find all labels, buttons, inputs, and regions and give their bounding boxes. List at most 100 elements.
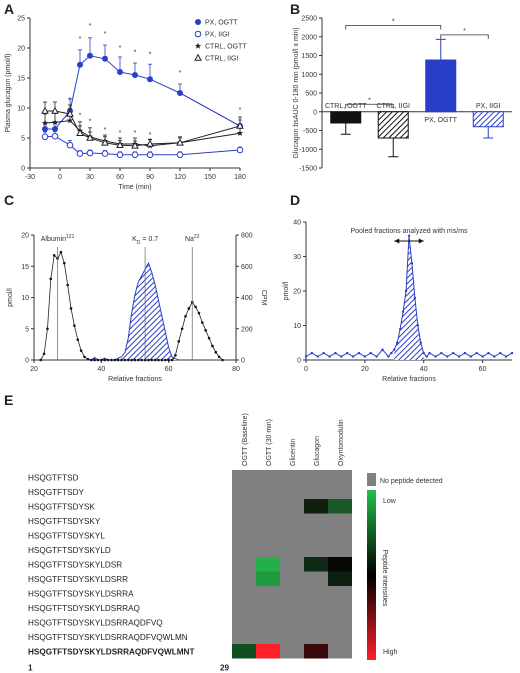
c-marker-label-sup-0: 121 [66, 234, 75, 240]
d-point [340, 355, 343, 358]
a-y-tick-label: 0 [21, 166, 25, 173]
d-x-tick-label: 60 [479, 366, 487, 373]
c-cpm-point [86, 357, 90, 361]
c-cpm-point [76, 338, 80, 341]
e-peptide-label: HSQGTFTSDYSKYLDSRRA [28, 589, 134, 598]
a-significance-star: * [134, 50, 137, 57]
c-cpm-point [160, 358, 164, 362]
a-x-tick-label: 0 [58, 174, 62, 181]
d-point [487, 351, 490, 355]
d-point [481, 355, 484, 358]
c-cpm-point [211, 344, 214, 348]
c-cpm-point [157, 358, 160, 362]
e-heatmap-cell-r12-c1 [256, 644, 280, 659]
c-cpm-point [174, 354, 177, 357]
d-point [334, 351, 337, 355]
d-point [419, 341, 422, 344]
a-legend-marker-0 [195, 19, 201, 25]
c-cpm-point [126, 358, 130, 362]
c-cpm-point [147, 358, 150, 362]
a-x-tick-label: 120 [174, 174, 186, 181]
b-significance-star: * [392, 19, 395, 26]
d-point [416, 324, 420, 327]
c-cpm-point [140, 358, 144, 362]
d-arrowhead-left [394, 238, 400, 244]
d-point [504, 355, 508, 358]
b-y-tick-label: 500 [305, 91, 317, 98]
c-cpm-point [180, 327, 184, 331]
a-series-line-2 [44, 120, 241, 147]
c-cpm-point [123, 358, 127, 362]
e-heatmap-cell-r2-c3 [304, 499, 328, 514]
d-point [387, 355, 390, 358]
e-heatmap-cell-r6-c3 [304, 557, 328, 572]
d-point [363, 355, 367, 358]
d-annotation: Pooled fractions analyzed with ms/ms [350, 228, 468, 235]
c-cpm-point [170, 358, 174, 362]
e-residue-start: 1 [28, 664, 33, 673]
b-bar-2 [425, 59, 457, 113]
a-significance-star: * [119, 130, 122, 137]
d-point [463, 351, 467, 355]
d-y-tick-label: 30 [293, 254, 301, 261]
panel-d-elution-chart: 0 10 20 30 40 0 20 40 60 Relative fractions pmol/l… [283, 220, 514, 383]
a-data-point-s3 [101, 138, 109, 146]
e-heatmap-cell-r2-c4 [328, 499, 352, 514]
b-y-tick-label: 1000 [301, 72, 317, 79]
c-cpm-point [137, 358, 140, 362]
c-cpm-point [100, 358, 103, 362]
e-legend-title: Peptide intensities [381, 550, 388, 607]
a-data-point-s3 [51, 106, 59, 114]
d-x-tick-label: 20 [361, 366, 369, 373]
b-bar-1 [377, 111, 409, 139]
c-cpm-point [133, 358, 137, 362]
d-point [393, 348, 396, 351]
panel-b-bar-chart: -1500 -1000 -500 0 500 1000 1500 2000 2500Glucag… [293, 16, 512, 173]
c-cpm-point [167, 358, 170, 362]
a-data-point-s0 [77, 61, 83, 68]
d-y-tick-label: 20 [293, 289, 301, 296]
a-significance-star: * [79, 113, 82, 120]
d-point [451, 351, 455, 355]
c-cpm-point [204, 329, 207, 332]
b-y-tick-label: 0 [313, 109, 317, 116]
e-peptide-label: HSQGTFTSDYSKYL [28, 531, 105, 540]
e-residue-end: 29 [220, 664, 230, 673]
a-y-tick-label: 10 [17, 106, 25, 113]
a-significance-star: * [104, 127, 107, 134]
a-significance-star: * [239, 107, 242, 114]
a-legend-marker-3 [194, 53, 202, 61]
c-x-axis-label: Relative fractions [108, 376, 162, 383]
d-point [446, 355, 449, 358]
c-cpm-point [201, 321, 204, 324]
a-legend-label-1: PX, IIGI [205, 32, 230, 39]
d-point [499, 351, 502, 355]
b-y-tick-label: -1000 [299, 147, 317, 154]
c-marker-label-main-0: Albumin [41, 236, 66, 243]
d-point [381, 348, 384, 351]
a-data-point-s3 [86, 133, 94, 141]
e-heatmap-cell-r7-c1 [256, 571, 280, 586]
e-heatmap-cell-r12-c0 [232, 644, 256, 659]
c-cpm-point [93, 358, 96, 362]
d-point [396, 341, 399, 344]
c-marker-label-suffix-1: = 0.7 [140, 236, 158, 243]
c-cpm-point [52, 254, 56, 257]
a-data-point-s0 [117, 69, 123, 75]
a-data-point-s1 [116, 151, 124, 159]
a-data-point-s1 [86, 149, 94, 157]
c-pmol-area [87, 263, 179, 360]
c-cpm-point [59, 250, 63, 254]
a-y-tick-label: 20 [17, 46, 25, 53]
d-x-tick-label: 0 [304, 366, 308, 373]
c-cpm-point [69, 307, 73, 310]
e-legend-no-data-swatch [367, 473, 376, 486]
c-cpm-point [96, 358, 100, 362]
a-x-tick-label: -30 [25, 174, 35, 181]
b-y-tick-label: 2000 [301, 34, 317, 41]
a-data-point-s3 [146, 139, 154, 147]
a-significance-star: * [89, 119, 92, 126]
c-y2-tick-label: 400 [241, 295, 253, 302]
e-legend-gradient [367, 490, 376, 660]
